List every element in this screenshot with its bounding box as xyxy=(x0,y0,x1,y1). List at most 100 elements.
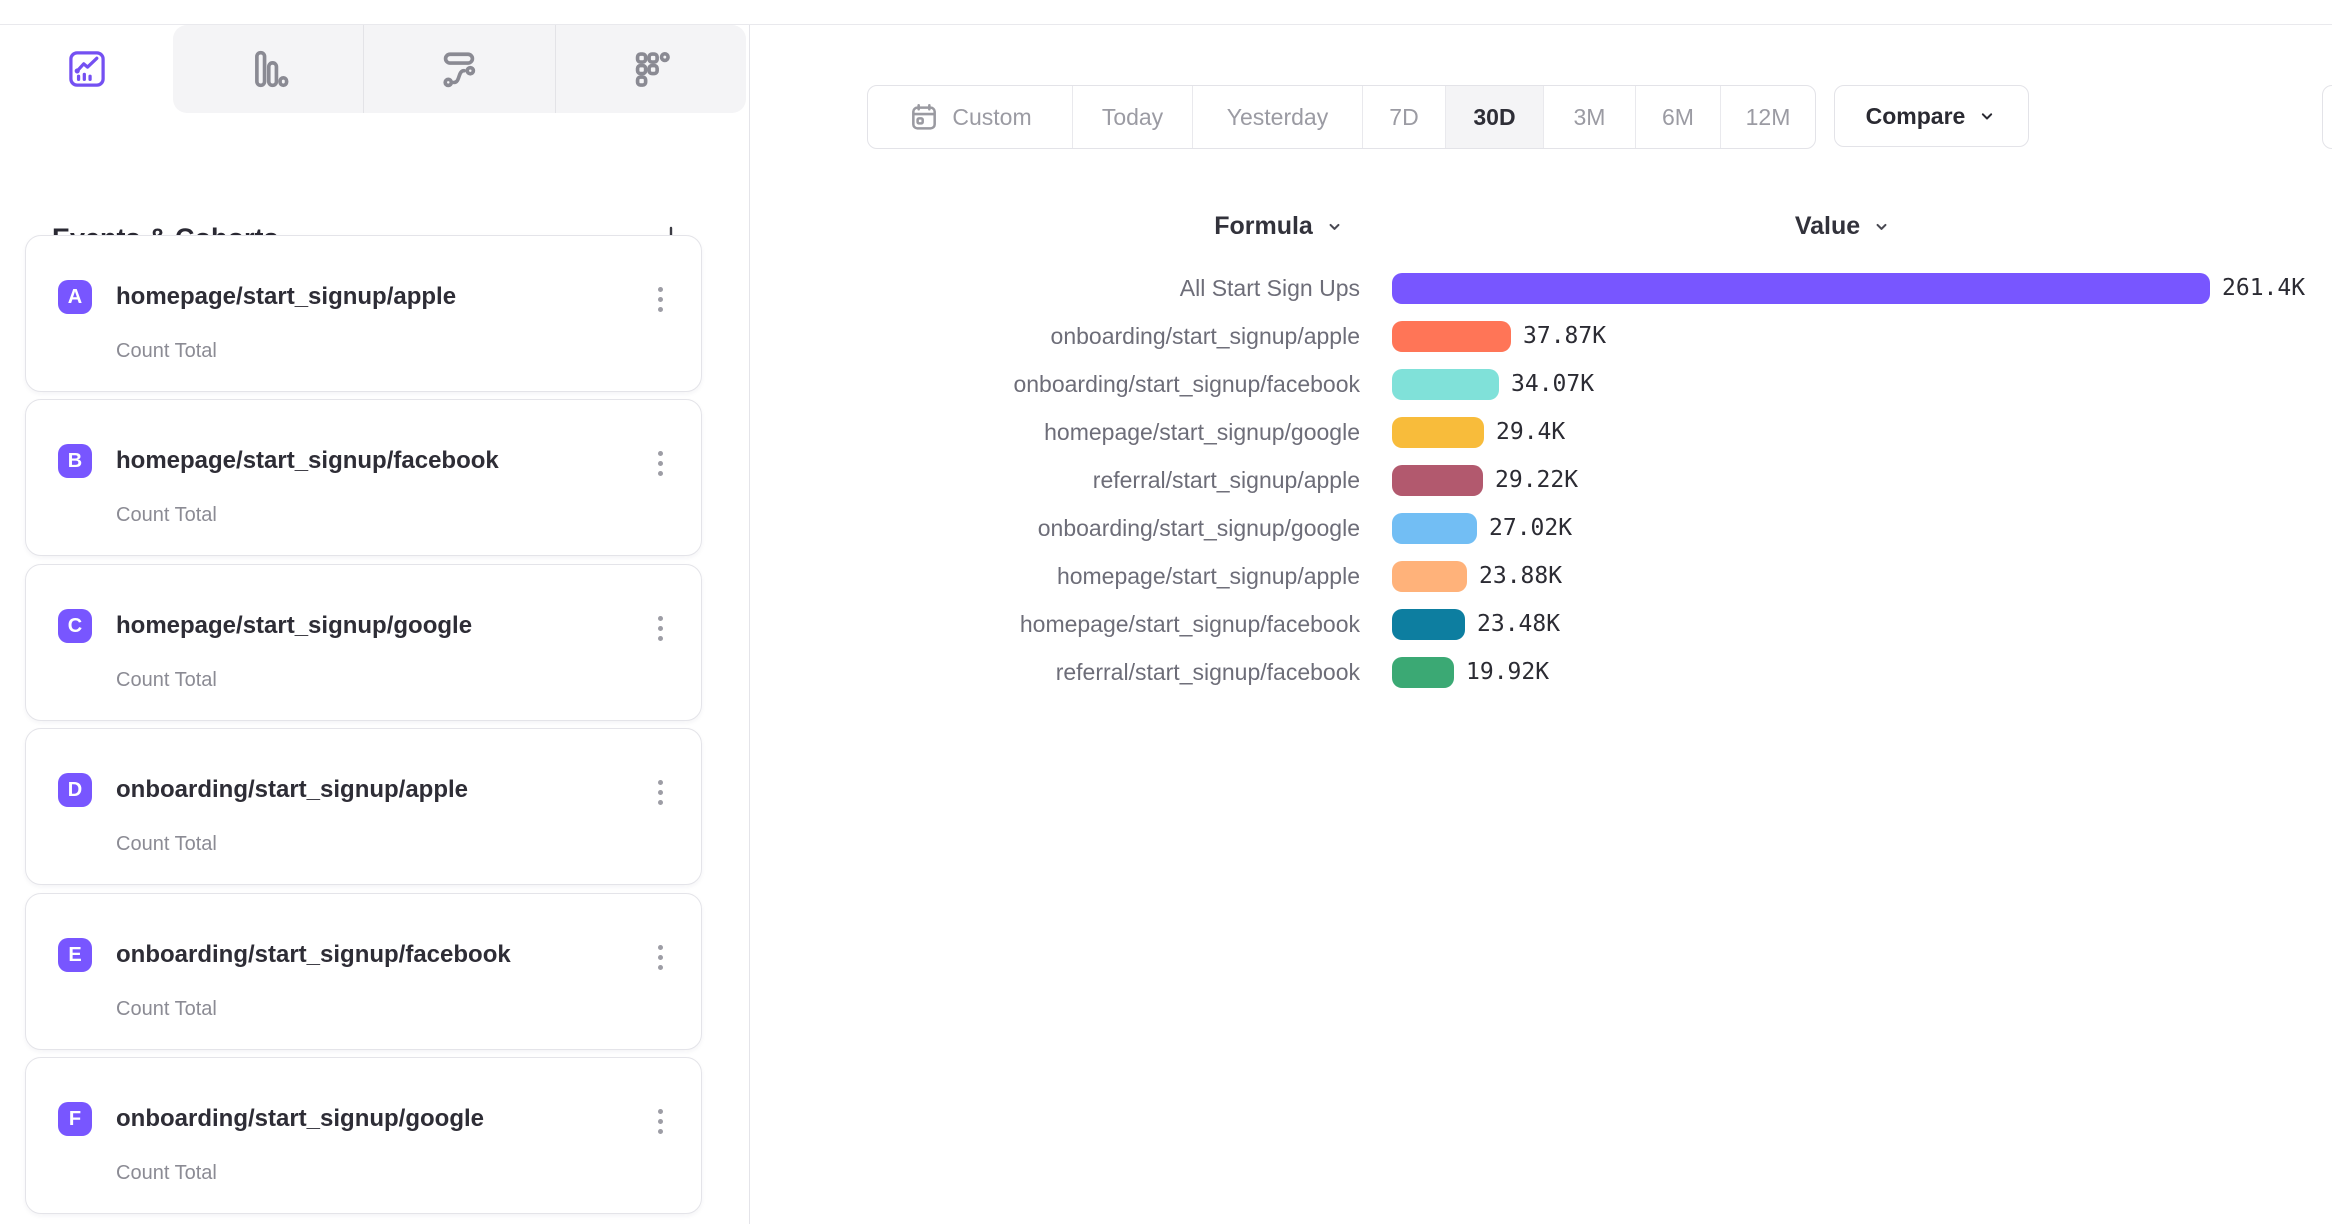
chart-bar-value: 23.88K xyxy=(1479,563,1563,589)
chart-bar[interactable] xyxy=(1392,464,1483,496)
chart-bar-value: 23.48K xyxy=(1477,611,1561,637)
chart-row-label[interactable]: onboarding/start_signup/google xyxy=(1037,514,1360,541)
chart-bar[interactable] xyxy=(1392,368,1499,400)
chart-bar[interactable] xyxy=(1392,416,1484,448)
event-badge: F xyxy=(58,1102,92,1136)
kebab-menu-icon[interactable] xyxy=(647,282,673,316)
chart-bar-value: 261.4K xyxy=(2222,275,2306,301)
flows-icon xyxy=(436,46,482,92)
range-12m[interactable]: 12M xyxy=(1720,86,1815,148)
chart-bar-value: 29.22K xyxy=(1495,467,1579,493)
chart-row: onboarding/start_signup/google 27.02K xyxy=(868,504,2305,552)
chart-type-tabs xyxy=(0,25,749,113)
chart-row-label[interactable]: homepage/start_signup/apple xyxy=(1056,562,1360,589)
date-range-control: Custom Today Yesterday 7D 30D 3M 6M 12M xyxy=(867,85,1816,149)
range-7d[interactable]: 7D xyxy=(1362,86,1445,148)
kebab-menu-icon[interactable] xyxy=(647,611,673,645)
chart-bar-value: 37.87K xyxy=(1523,323,1607,349)
chart-bar-value: 29.4K xyxy=(1496,419,1566,445)
chart-row-label[interactable]: referral/start_signup/facebook xyxy=(1055,658,1360,685)
chart-row: homepage/start_signup/facebook 23.48K xyxy=(868,600,2305,648)
event-badge: A xyxy=(58,280,92,314)
calendar-icon xyxy=(908,101,940,133)
chart-row-label[interactable]: onboarding/start_signup/facebook xyxy=(1013,370,1360,397)
chart-row: homepage/start_signup/google 29.4K xyxy=(868,408,2305,456)
event-badge: C xyxy=(58,609,92,643)
range-3m[interactable]: 3M xyxy=(1543,86,1635,148)
chart-row: onboarding/start_signup/apple 37.87K xyxy=(868,312,2305,360)
event-badge: B xyxy=(58,444,92,478)
event-name: onboarding/start_signup/apple xyxy=(116,776,469,803)
event-metric[interactable]: Count Total xyxy=(116,669,217,691)
kebab-menu-icon[interactable] xyxy=(647,446,673,480)
chart-row-label[interactable]: referral/start_signup/apple xyxy=(1092,466,1360,493)
event-card-c[interactable]: C homepage/start_signup/google Count Tot… xyxy=(25,564,702,721)
partial-right-button[interactable] xyxy=(2322,85,2332,149)
event-card-f[interactable]: F onboarding/start_signup/google Count T… xyxy=(25,1057,702,1214)
chart-row: onboarding/start_signup/facebook 34.07K xyxy=(868,360,2305,408)
chart-row-label[interactable]: All Start Sign Ups xyxy=(1179,274,1360,301)
chart-row: referral/start_signup/apple 29.22K xyxy=(868,456,2305,504)
chart-bar[interactable] xyxy=(1392,608,1465,640)
tab-flows[interactable] xyxy=(363,25,554,113)
dots-grid-icon xyxy=(628,46,674,92)
event-metric[interactable]: Count Total xyxy=(116,833,217,855)
event-name: homepage/start_signup/facebook xyxy=(116,447,499,474)
bar-chart-icon xyxy=(245,46,291,92)
chevron-down-icon xyxy=(1325,217,1344,236)
event-metric[interactable]: Count Total xyxy=(116,504,217,526)
kebab-menu-icon[interactable] xyxy=(647,1104,673,1138)
sidebar: Events & Cohorts A homepage/start_signup… xyxy=(0,25,750,1224)
compare-button[interactable]: Compare xyxy=(1834,85,2029,147)
chart-row: homepage/start_signup/apple 23.88K xyxy=(868,552,2305,600)
chart-row-label[interactable]: homepage/start_signup/facebook xyxy=(1019,610,1360,637)
horizontal-bar-chart: All Start Sign Ups 261.4K onboarding/sta… xyxy=(868,264,2305,696)
chart-bar-value: 19.92K xyxy=(1466,659,1550,685)
kebab-menu-icon[interactable] xyxy=(647,775,673,809)
event-card-a[interactable]: A homepage/start_signup/apple Count Tota… xyxy=(25,235,702,392)
tab-bar-chart[interactable] xyxy=(173,25,363,113)
chevron-down-icon xyxy=(1872,217,1891,236)
chart-row: referral/start_signup/facebook 19.92K xyxy=(868,648,2305,696)
line-chart-icon xyxy=(64,46,110,92)
event-badge: D xyxy=(58,773,92,807)
range-6m[interactable]: 6M xyxy=(1635,86,1720,148)
chart-bar-value: 34.07K xyxy=(1511,371,1595,397)
tab-line-chart[interactable] xyxy=(0,25,173,113)
formula-column-header[interactable]: Formula xyxy=(1094,212,1464,241)
event-name: homepage/start_signup/apple xyxy=(116,283,457,310)
event-card-e[interactable]: E onboarding/start_signup/facebook Count… xyxy=(25,893,702,1050)
chart-bar[interactable] xyxy=(1392,320,1511,352)
chart-row: All Start Sign Ups 261.4K xyxy=(868,264,2305,312)
inactive-tabs-group xyxy=(173,25,746,113)
chart-row-label[interactable]: onboarding/start_signup/apple xyxy=(1050,322,1360,349)
event-name: onboarding/start_signup/facebook xyxy=(116,941,511,968)
event-metric[interactable]: Count Total xyxy=(116,340,217,362)
chart-bar[interactable] xyxy=(1392,560,1467,592)
range-today[interactable]: Today xyxy=(1072,86,1192,148)
value-label: Value xyxy=(1794,212,1861,240)
kebab-menu-icon[interactable] xyxy=(647,940,673,974)
event-name: homepage/start_signup/google xyxy=(116,612,473,639)
compare-label: Compare xyxy=(1865,102,1966,129)
event-card-d[interactable]: D onboarding/start_signup/apple Count To… xyxy=(25,728,702,885)
chevron-down-icon xyxy=(1977,106,1997,126)
formula-label: Formula xyxy=(1214,212,1313,240)
event-card-b[interactable]: B homepage/start_signup/facebook Count T… xyxy=(25,399,702,556)
event-metric[interactable]: Count Total xyxy=(116,1162,217,1184)
top-header-strip xyxy=(0,0,2332,25)
value-column-header[interactable]: Value xyxy=(1658,212,2028,241)
chart-row-label[interactable]: homepage/start_signup/google xyxy=(1044,418,1360,445)
chart-bar[interactable] xyxy=(1392,512,1477,544)
event-name: onboarding/start_signup/google xyxy=(116,1105,484,1132)
range-custom[interactable]: Custom xyxy=(868,86,1072,148)
tab-retention[interactable] xyxy=(554,25,746,113)
chart-bar-value: 27.02K xyxy=(1489,515,1573,541)
chart-bar[interactable] xyxy=(1392,656,1454,688)
range-30d[interactable]: 30D xyxy=(1445,86,1543,148)
event-badge: E xyxy=(58,938,92,972)
event-metric[interactable]: Count Total xyxy=(116,998,217,1020)
chart-bar[interactable] xyxy=(1392,272,2210,304)
range-yesterday[interactable]: Yesterday xyxy=(1192,86,1362,148)
